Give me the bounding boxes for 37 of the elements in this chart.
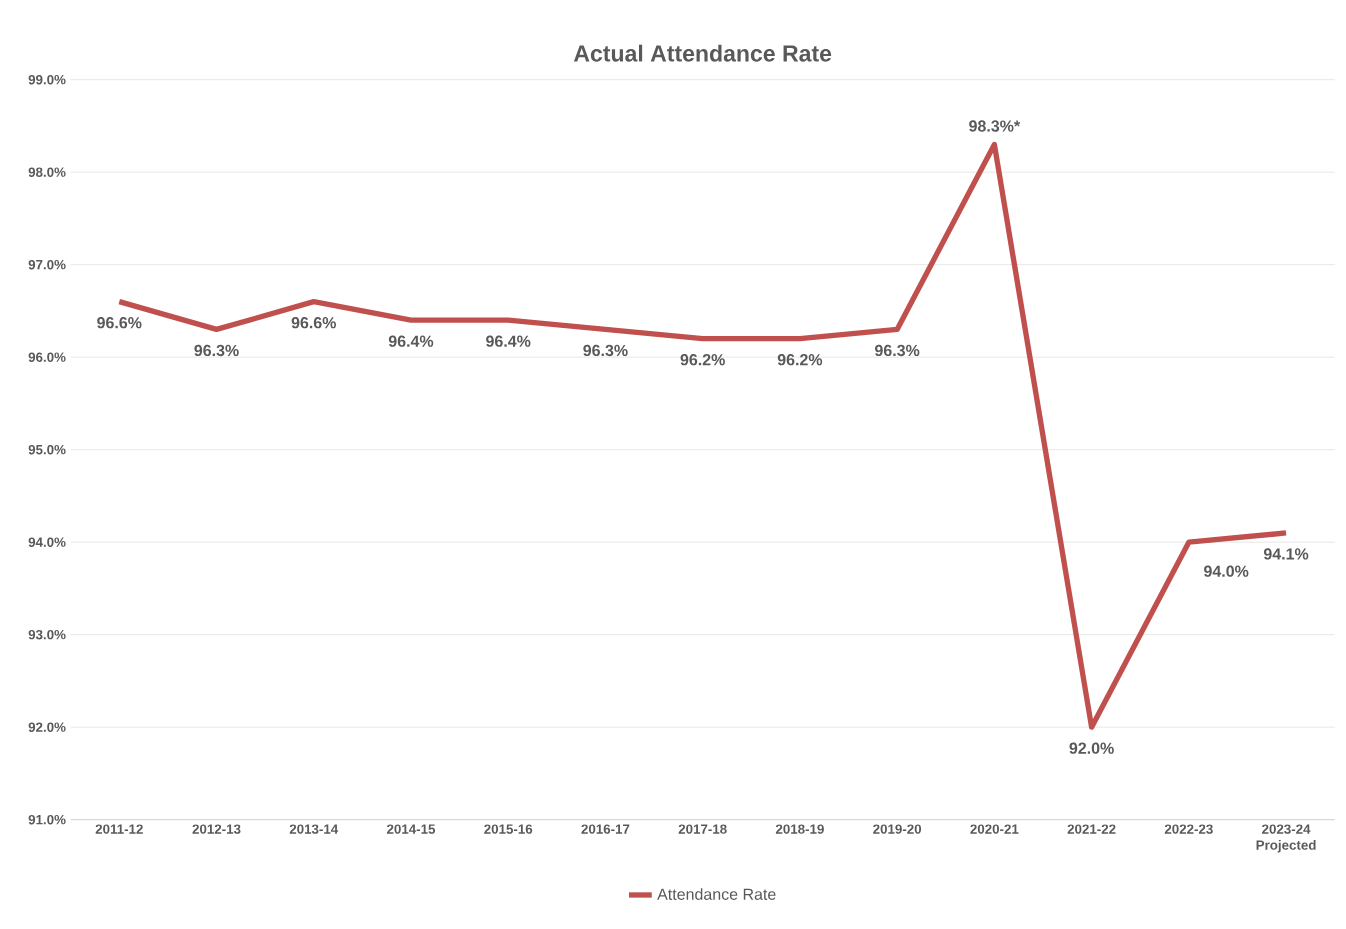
x-tick-label: 2017-18 — [678, 824, 727, 834]
x-tick-label: 2020-21 — [970, 824, 1019, 834]
x-tick-label: 2015-16 — [484, 824, 533, 834]
y-tick-label: 96.0% — [28, 352, 66, 362]
data-label: 94.1% — [1263, 548, 1309, 560]
data-label: 94.0% — [1204, 565, 1249, 577]
data-label: 96.3% — [583, 344, 628, 357]
y-tick-label: 99.0% — [28, 74, 66, 85]
y-tick-label: 92.0% — [28, 722, 66, 732]
chart-title: Actual Attendance Rate — [573, 44, 832, 62]
x-tick-label: 2018-19 — [775, 824, 824, 834]
x-tick-label: 2016-17 — [581, 824, 630, 834]
x-tick-label: 2022-23 — [1164, 824, 1213, 834]
y-tick-label: 98.0% — [28, 167, 66, 177]
data-label: 96.4% — [388, 335, 434, 347]
data-label: 98.3%* — [969, 120, 1021, 132]
y-tick-label: 94.0% — [28, 537, 66, 547]
data-label: 96.4% — [486, 335, 531, 347]
x-tick-label: 2023-24 Projected — [1256, 824, 1316, 853]
data-label: 96.3% — [194, 344, 239, 357]
data-label: 96.6% — [291, 317, 336, 329]
legend-label: Attendance Rate — [657, 888, 776, 900]
x-tick-label: 2019-20 — [873, 824, 922, 834]
y-tick-label: 95.0% — [28, 444, 66, 455]
data-label: 96.6% — [97, 317, 142, 329]
x-tick-label: 2021-22 — [1067, 824, 1116, 834]
data-label: 96.2% — [680, 354, 725, 366]
data-label: 92.0% — [1069, 742, 1114, 754]
y-tick-label: 93.0% — [28, 629, 66, 640]
x-tick-label: 2012-13 — [192, 824, 241, 834]
y-tick-label: 97.0% — [28, 259, 66, 270]
data-label: 96.3% — [875, 344, 920, 357]
x-tick-label: 2014-15 — [386, 824, 436, 834]
x-tick-label: 2013-14 — [289, 824, 339, 834]
x-tick-label: 2011-12 — [95, 824, 143, 834]
data-label: 96.2% — [777, 354, 823, 366]
y-tick-label: 91.0% — [28, 814, 66, 825]
